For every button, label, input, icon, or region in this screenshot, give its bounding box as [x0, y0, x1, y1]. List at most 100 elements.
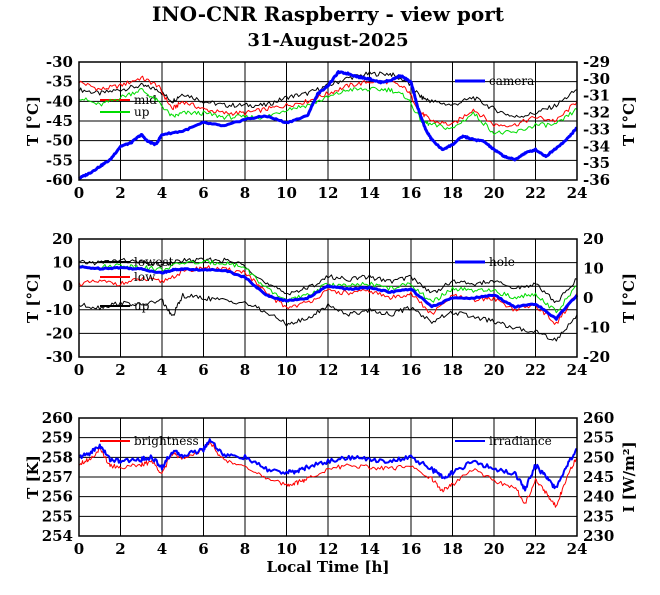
legend-label: up: [134, 299, 150, 313]
series-line-camera: [78, 70, 578, 180]
x-tick-label: 2: [115, 540, 125, 558]
x-tick-label: 18: [442, 184, 463, 202]
y-tick-label-right: -29: [583, 53, 610, 71]
y-tick-label-left: -40: [46, 92, 73, 110]
y-tick-label-right: 10: [583, 260, 604, 278]
x-tick-label: 12: [318, 361, 339, 379]
y-tick-label-left: 256: [42, 488, 73, 506]
y-tick-label-right: -30: [583, 70, 610, 88]
y-tick-label-right: 20: [583, 230, 604, 248]
x-tick-label: 4: [157, 361, 167, 379]
y-tick-label-left: 255: [42, 507, 73, 525]
y-tick-label-right: -36: [583, 171, 610, 189]
x-tick-label: 14: [359, 540, 380, 558]
y-tick-label-right: 0: [583, 289, 593, 307]
x-tick-label: 20: [484, 361, 505, 379]
y-tick-label-right: -10: [583, 319, 610, 337]
y-axis-label-left: T [°C]: [24, 96, 42, 146]
y-axis-label-left: T [°C]: [24, 273, 42, 323]
y-tick-label-left: -45: [46, 112, 73, 130]
y-tick-label-left: -55: [46, 151, 73, 169]
y-tick-label-left: 257: [42, 468, 73, 486]
y-tick-label-left: 10: [52, 254, 73, 272]
x-tick-label: 18: [442, 361, 463, 379]
y-tick-label-left: -50: [46, 132, 73, 150]
x-tick-label: 8: [240, 361, 250, 379]
y-axis-label-right: T [°C]: [620, 273, 638, 323]
x-tick-label: 14: [359, 184, 380, 202]
y-axis-label-left: T [K]: [24, 455, 42, 499]
x-tick-label: 24: [567, 184, 588, 202]
legend-label: brightness: [134, 434, 199, 448]
y-axis-label-right: I [W/m²]: [620, 441, 638, 512]
x-tick-label: 10: [276, 361, 297, 379]
y-tick-label-left: -60: [46, 171, 73, 189]
series-line-brightness: [78, 442, 578, 508]
x-tick-label: 0: [74, 540, 84, 558]
x-tick-label: 8: [240, 184, 250, 202]
x-tick-label: 4: [157, 184, 167, 202]
x-tick-label: 0: [74, 361, 84, 379]
y-tick-label-right: 250: [583, 448, 614, 466]
x-axis-label: Local Time [h]: [267, 558, 390, 576]
x-tick-label: 2: [115, 184, 125, 202]
legend-label: hole: [489, 255, 515, 269]
y-axis-label-right: T [°C]: [620, 96, 638, 146]
x-tick-label: 20: [484, 184, 505, 202]
y-tick-label-right: -32: [583, 104, 610, 122]
x-tick-label: 10: [276, 184, 297, 202]
y-tick-label-left: -35: [46, 73, 73, 91]
y-tick-label-left: -30: [46, 53, 73, 71]
x-tick-label: 8: [240, 540, 250, 558]
chart-title: INO-CNR Raspberry - view port: [152, 2, 505, 26]
legend-label: lowest: [134, 255, 174, 269]
x-tick-label: 22: [525, 184, 546, 202]
y-tick-label-right: 255: [583, 429, 614, 447]
y-tick-label-left: 258: [42, 448, 73, 466]
y-tick-label-left: 20: [52, 230, 73, 248]
x-tick-label: 22: [525, 361, 546, 379]
legend-label: up: [134, 105, 150, 119]
y-tick-label-right: -20: [583, 348, 610, 366]
x-tick-label: 10: [276, 540, 297, 558]
legend-label: irradiance: [489, 434, 552, 448]
y-tick-label-right: -31: [583, 87, 610, 105]
x-tick-label: 12: [318, 184, 339, 202]
y-tick-label-left: -10: [46, 301, 73, 319]
x-tick-label: 6: [198, 540, 208, 558]
series-line-irradiance: [78, 438, 578, 492]
x-tick-label: 6: [198, 361, 208, 379]
x-tick-label: 16: [401, 540, 422, 558]
x-tick-label: 12: [318, 540, 339, 558]
y-tick-label-left: 0: [63, 277, 73, 295]
y-tick-label-left: -20: [46, 324, 73, 342]
y-tick-label-right: 240: [583, 488, 614, 506]
x-tick-label: 24: [567, 540, 588, 558]
y-tick-label-right: 260: [583, 409, 614, 427]
y-tick-label-right: -33: [583, 120, 610, 138]
x-tick-label: 18: [442, 540, 463, 558]
x-tick-label: 16: [401, 184, 422, 202]
y-tick-label-right: 245: [583, 468, 614, 486]
series-line-lowest: [78, 257, 578, 303]
legend-label: low: [134, 270, 156, 284]
series-line-up: [78, 86, 578, 136]
x-tick-label: 16: [401, 361, 422, 379]
x-tick-label: 24: [567, 361, 588, 379]
y-tick-label-left: -30: [46, 348, 73, 366]
x-tick-label: 4: [157, 540, 167, 558]
x-tick-label: 0: [74, 184, 84, 202]
x-tick-label: 22: [525, 540, 546, 558]
plot-frame: [78, 238, 578, 358]
y-tick-label-left: 254: [42, 527, 73, 545]
plot-frame: [78, 417, 578, 537]
legend-label: camera: [489, 74, 534, 88]
series-line-up: [78, 292, 578, 342]
y-tick-label-right: -34: [583, 137, 610, 155]
x-tick-label: 14: [359, 361, 380, 379]
